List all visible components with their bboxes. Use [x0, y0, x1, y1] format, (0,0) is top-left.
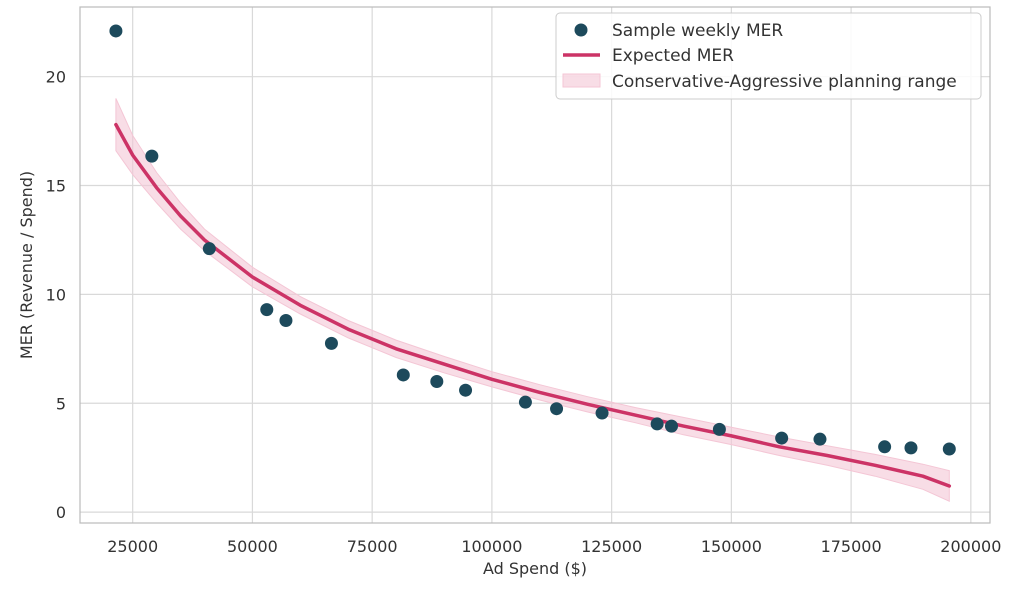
scatter-point: [202, 242, 216, 256]
x-tick-labels: 25000 50000 75000 100000 125000 150000 175000 2…: [107, 537, 1001, 556]
x-tick-label: 50000: [227, 537, 278, 556]
y-axis-label: MER (Revenue / Spend): [17, 171, 36, 359]
legend-label-scatter: Sample weekly MER: [612, 21, 783, 41]
scatter-point: [550, 402, 564, 416]
legend-label-line: Expected MER: [612, 46, 734, 66]
y-tick-label: 5: [56, 394, 66, 413]
scatter-point: [650, 417, 664, 431]
y-tick-label: 0: [56, 503, 66, 522]
scatter-point: [145, 149, 159, 163]
x-tick-label: 25000: [107, 537, 158, 556]
planning-range-area: [115, 98, 950, 502]
x-tick-label: 75000: [347, 537, 398, 556]
legend-band-marker: [562, 73, 601, 88]
scatter-point: [813, 432, 827, 446]
y-tick-label: 10: [46, 285, 66, 304]
scatter-point: [279, 314, 293, 328]
legend-label-band: Conservative-Aggressive planning range: [612, 72, 957, 92]
y-tick-label: 20: [46, 68, 66, 87]
legend: Sample weekly MER Expected MER Conservat…: [555, 12, 982, 100]
x-tick-label: 175000: [821, 537, 882, 556]
x-tick-label: 125000: [581, 537, 642, 556]
scatter-point: [324, 336, 338, 350]
y-tick-labels: 0 5 10 15 20: [46, 68, 66, 522]
expected-mer-curve: [114, 122, 952, 488]
scatter-point: [942, 442, 956, 456]
scatter-point: [430, 374, 444, 388]
scatter-point: [904, 441, 918, 455]
x-tick-label: 100000: [461, 537, 522, 556]
legend-box: [555, 12, 982, 100]
scatter-point: [775, 431, 789, 445]
x-tick-label: 200000: [940, 537, 1001, 556]
scatter-point: [109, 24, 123, 38]
scatter-point: [396, 368, 410, 382]
scatter-point: [595, 406, 609, 420]
scatter-point: [518, 395, 532, 409]
scatter-point: [260, 303, 274, 317]
scatter-point: [665, 419, 678, 433]
scatter-point: [459, 383, 473, 397]
y-tick-label: 15: [46, 177, 66, 196]
expected-mer-line: [114, 122, 952, 488]
plot-border: [79, 6, 991, 524]
scatter-point: [712, 422, 726, 436]
plot-frame: [79, 6, 991, 524]
planning-range-band: [115, 98, 950, 502]
x-tick-label: 150000: [701, 537, 762, 556]
x-axis-label: Ad Spend ($): [483, 559, 587, 578]
scatter-point: [878, 440, 892, 454]
sample-points: [109, 24, 956, 456]
legend-scatter-marker: [574, 23, 588, 37]
